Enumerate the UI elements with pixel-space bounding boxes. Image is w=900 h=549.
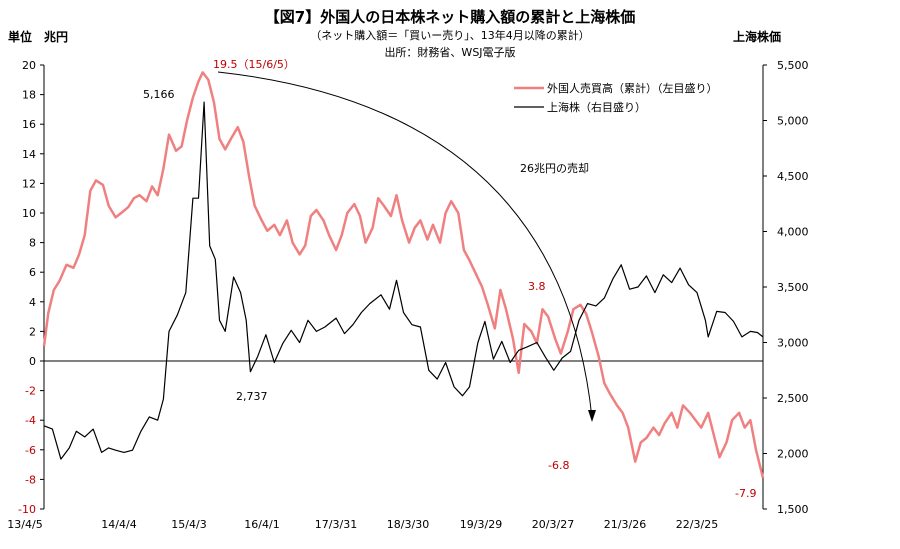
- left-tick-label: -4: [25, 414, 36, 427]
- right-tick-label: 3,000: [777, 337, 809, 350]
- x-tick-label: 19/3/29: [460, 518, 502, 531]
- x-tick-label: 14/4/4: [101, 518, 136, 531]
- right-axis: 1,500 2,000 2,500 3,000 3,500 4,000 4,500 5,000…: [763, 59, 809, 516]
- chart-title: 【図7】外国人の日本株ネット購入額の累計と上海株価: [265, 8, 635, 26]
- right-tick-label: 3,500: [777, 281, 809, 294]
- left-axis: -10 -8 -6 -4 -2 0 2 4 6 8 10 12 14 16 18 20: [18, 59, 44, 516]
- left-tick-label: 0: [29, 355, 36, 368]
- series-line-shanghai: [44, 102, 763, 459]
- annotation-peak: 19.5（15/6/5）: [213, 58, 295, 71]
- x-tick-label: 13/4/5: [7, 518, 42, 531]
- annotation-low: -6.8: [548, 459, 569, 472]
- annotation-end: -7.9: [735, 487, 756, 500]
- x-tick-label: 20/3/27: [532, 518, 574, 531]
- left-tick-label: 4: [29, 296, 36, 309]
- selloff-arrow: [218, 72, 596, 422]
- left-tick-label: 18: [22, 89, 36, 102]
- legend: 外国人売買高（累計）（左目盛り） 上海株（右目盛り）: [514, 81, 718, 114]
- left-tick-label: 8: [29, 237, 36, 250]
- chart-subtitle: （ネット購入額＝「買いー売り」、13年4月以降の累計）: [310, 28, 590, 42]
- right-tick-label: 2,500: [777, 392, 809, 405]
- left-tick-label: 16: [22, 118, 36, 131]
- annotation-shanghai-low: 2,737: [236, 390, 268, 403]
- x-tick-label: 16/4/1: [244, 518, 279, 531]
- chart-source: 出所：財務省、WSJ電子版: [384, 45, 515, 59]
- x-tick-label: 22/3/25: [676, 518, 718, 531]
- selloff-annotation: 26兆円の売却: [520, 162, 589, 175]
- legend-label-shanghai: 上海株（右目盛り）: [547, 100, 646, 114]
- right-tick-label: 4,500: [777, 170, 809, 183]
- x-tick-label: 18/3/30: [387, 518, 429, 531]
- right-tick-label: 4,000: [777, 226, 809, 239]
- left-tick-label: 12: [22, 177, 36, 190]
- right-tick-label: 2,000: [777, 448, 809, 461]
- left-tick-label: 10: [22, 207, 36, 220]
- right-tick-label: 5,500: [777, 59, 809, 72]
- right-tick-label: 1,500: [777, 503, 809, 516]
- left-tick-label: -10: [18, 503, 36, 516]
- left-tick-label: 14: [22, 148, 36, 161]
- left-tick-label: -8: [25, 473, 36, 486]
- annotation-shanghai-peak: 5,166: [143, 88, 175, 101]
- left-tick-label: 2: [29, 325, 36, 338]
- x-tick-label: 15/4/3: [171, 518, 206, 531]
- left-axis-unit: 単位 兆円: [8, 29, 68, 44]
- x-tick-label: 17/3/31: [315, 518, 357, 531]
- x-axis: 13/4/5 14/4/4 15/4/3 16/4/1 17/3/31 18/3/30 19…: [7, 518, 718, 531]
- right-tick-label: 5,000: [777, 115, 809, 128]
- left-tick-label: -2: [25, 385, 36, 398]
- right-axis-title: 上海株価: [733, 29, 781, 44]
- plot-frame: [44, 65, 763, 509]
- left-tick-label: 6: [29, 266, 36, 279]
- series-line-foreign-cumulative: [44, 72, 763, 478]
- left-tick-label: -6: [25, 444, 36, 457]
- x-tick-label: 21/3/26: [604, 518, 646, 531]
- left-tick-label: 20: [22, 59, 36, 72]
- legend-label-foreign: 外国人売買高（累計）（左目盛り）: [547, 81, 718, 95]
- annotation-mid: 3.8: [528, 280, 546, 293]
